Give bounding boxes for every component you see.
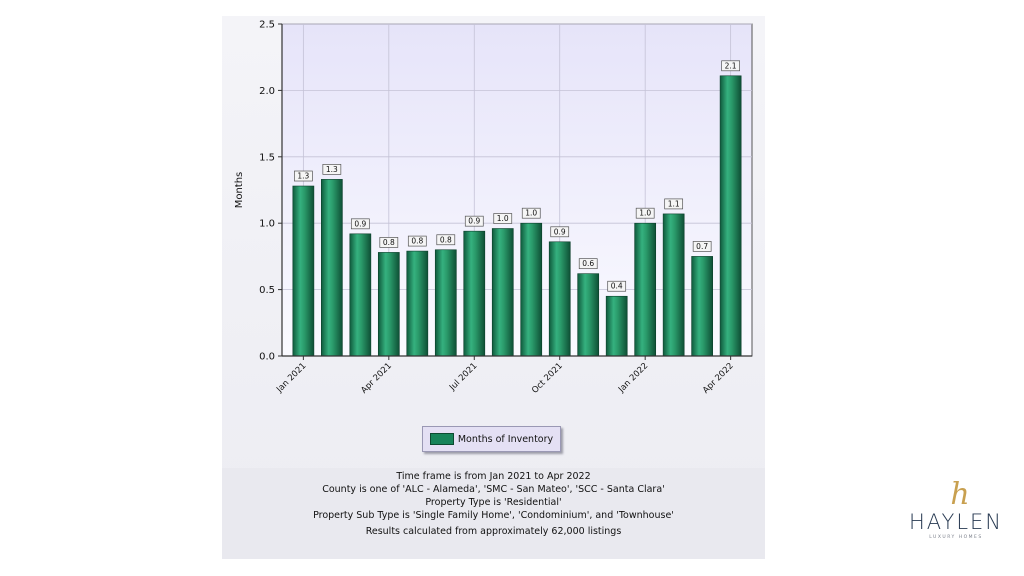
data-label: 1.0 [525,209,537,218]
chart-panel: 1.3 1.3 0.9 0.8 0.8 0.8 0.9 1.0 1.0 0.9 0.6 0.4 1.0 1… [222,16,765,559]
haylen-logo: h HAYLEN LUXURY HOMES [893,480,1019,552]
legend-swatch [429,433,454,445]
x-tick-label: Apr 2022 [701,361,736,396]
x-tick-label: Apr 2021 [359,361,394,396]
bar [719,75,742,357]
y-tick-label: 1.0 [259,219,275,230]
data-label-box [550,226,570,238]
bar [321,179,343,357]
bar [434,249,457,357]
data-label-box [294,170,313,182]
bar [520,222,543,357]
y-axis-label: Months [234,172,245,209]
y-tick-label: 0.0 [259,352,275,363]
data-label: 0.7 [696,242,708,251]
data-label-box [436,234,456,246]
bar [377,252,400,357]
data-label-box [578,258,598,270]
bar [491,228,514,357]
data-label: 2.1 [725,61,737,70]
bar [634,222,657,357]
note-property-type: Property Type is 'Residential' [425,497,562,508]
legend: Months of Inventory [422,426,561,452]
data-label: 0.4 [611,282,623,291]
data-label: 1.3 [297,172,309,181]
data-label-box [607,280,627,292]
note-time-frame: Time frame is from Jan 2021 to Apr 2022 [396,471,591,482]
y-tick-label: 1.5 [259,152,275,163]
data-label-box [721,60,740,72]
data-label: 1.3 [326,165,338,174]
y-tick-label: 2.5 [259,20,275,31]
data-label: 0.8 [383,238,395,247]
data-label: 0.9 [554,227,566,236]
data-label: 0.9 [468,217,480,226]
data-label-box [635,207,655,219]
x-tick-label: Oct 2021 [530,361,565,396]
note-county: County is one of 'ALC - Alameda', 'SMC -… [322,484,665,495]
bar [605,295,628,357]
data-label-box [464,215,484,227]
data-label-box [407,235,427,247]
chart-notes: Time frame is from Jan 2021 to Apr 2022 … [222,468,765,559]
data-label-box [350,218,370,230]
y-tick-label: 2.0 [259,86,275,97]
bar [463,230,486,357]
data-label-box [664,198,684,210]
data-label-box [521,207,541,219]
bar [577,273,600,357]
data-label-box [322,164,342,175]
logo-name: HAYLEN [908,510,1004,534]
bar [292,185,315,357]
data-label-box [692,241,712,252]
data-label-box [493,213,513,224]
note-results-count: Results calculated from approximately 62… [365,526,622,537]
data-label: 1.0 [639,209,651,218]
logo-mark-icon: h [950,477,970,512]
data-label: 1.1 [668,199,680,208]
logo-tagline: LUXURY HOMES [929,535,983,540]
bar [662,213,685,357]
bar [349,233,372,357]
bar [691,256,713,357]
note-property-sub-type: Property Sub Type is 'Single Family Home… [313,510,674,521]
data-label: 0.8 [440,235,452,244]
data-label: 1.0 [497,214,509,223]
bar [406,250,429,357]
y-tick-label: 0.5 [259,285,275,296]
data-label-box [379,237,399,248]
x-tick-label: Jan 2021 [274,361,308,395]
data-label: 0.9 [354,219,366,228]
data-label: 0.8 [411,237,423,246]
data-label: 0.6 [582,259,594,268]
x-tick-label: Jan 2022 [616,361,650,395]
x-tick-label: Jul 2021 [447,361,479,393]
legend-label: Months of Inventory [457,433,554,445]
bar [548,241,571,357]
bar-chart: 1.3 1.3 0.9 0.8 0.8 0.8 0.9 1.0 1.0 0.9 0.6 0.4 1.0 1… [234,20,753,396]
